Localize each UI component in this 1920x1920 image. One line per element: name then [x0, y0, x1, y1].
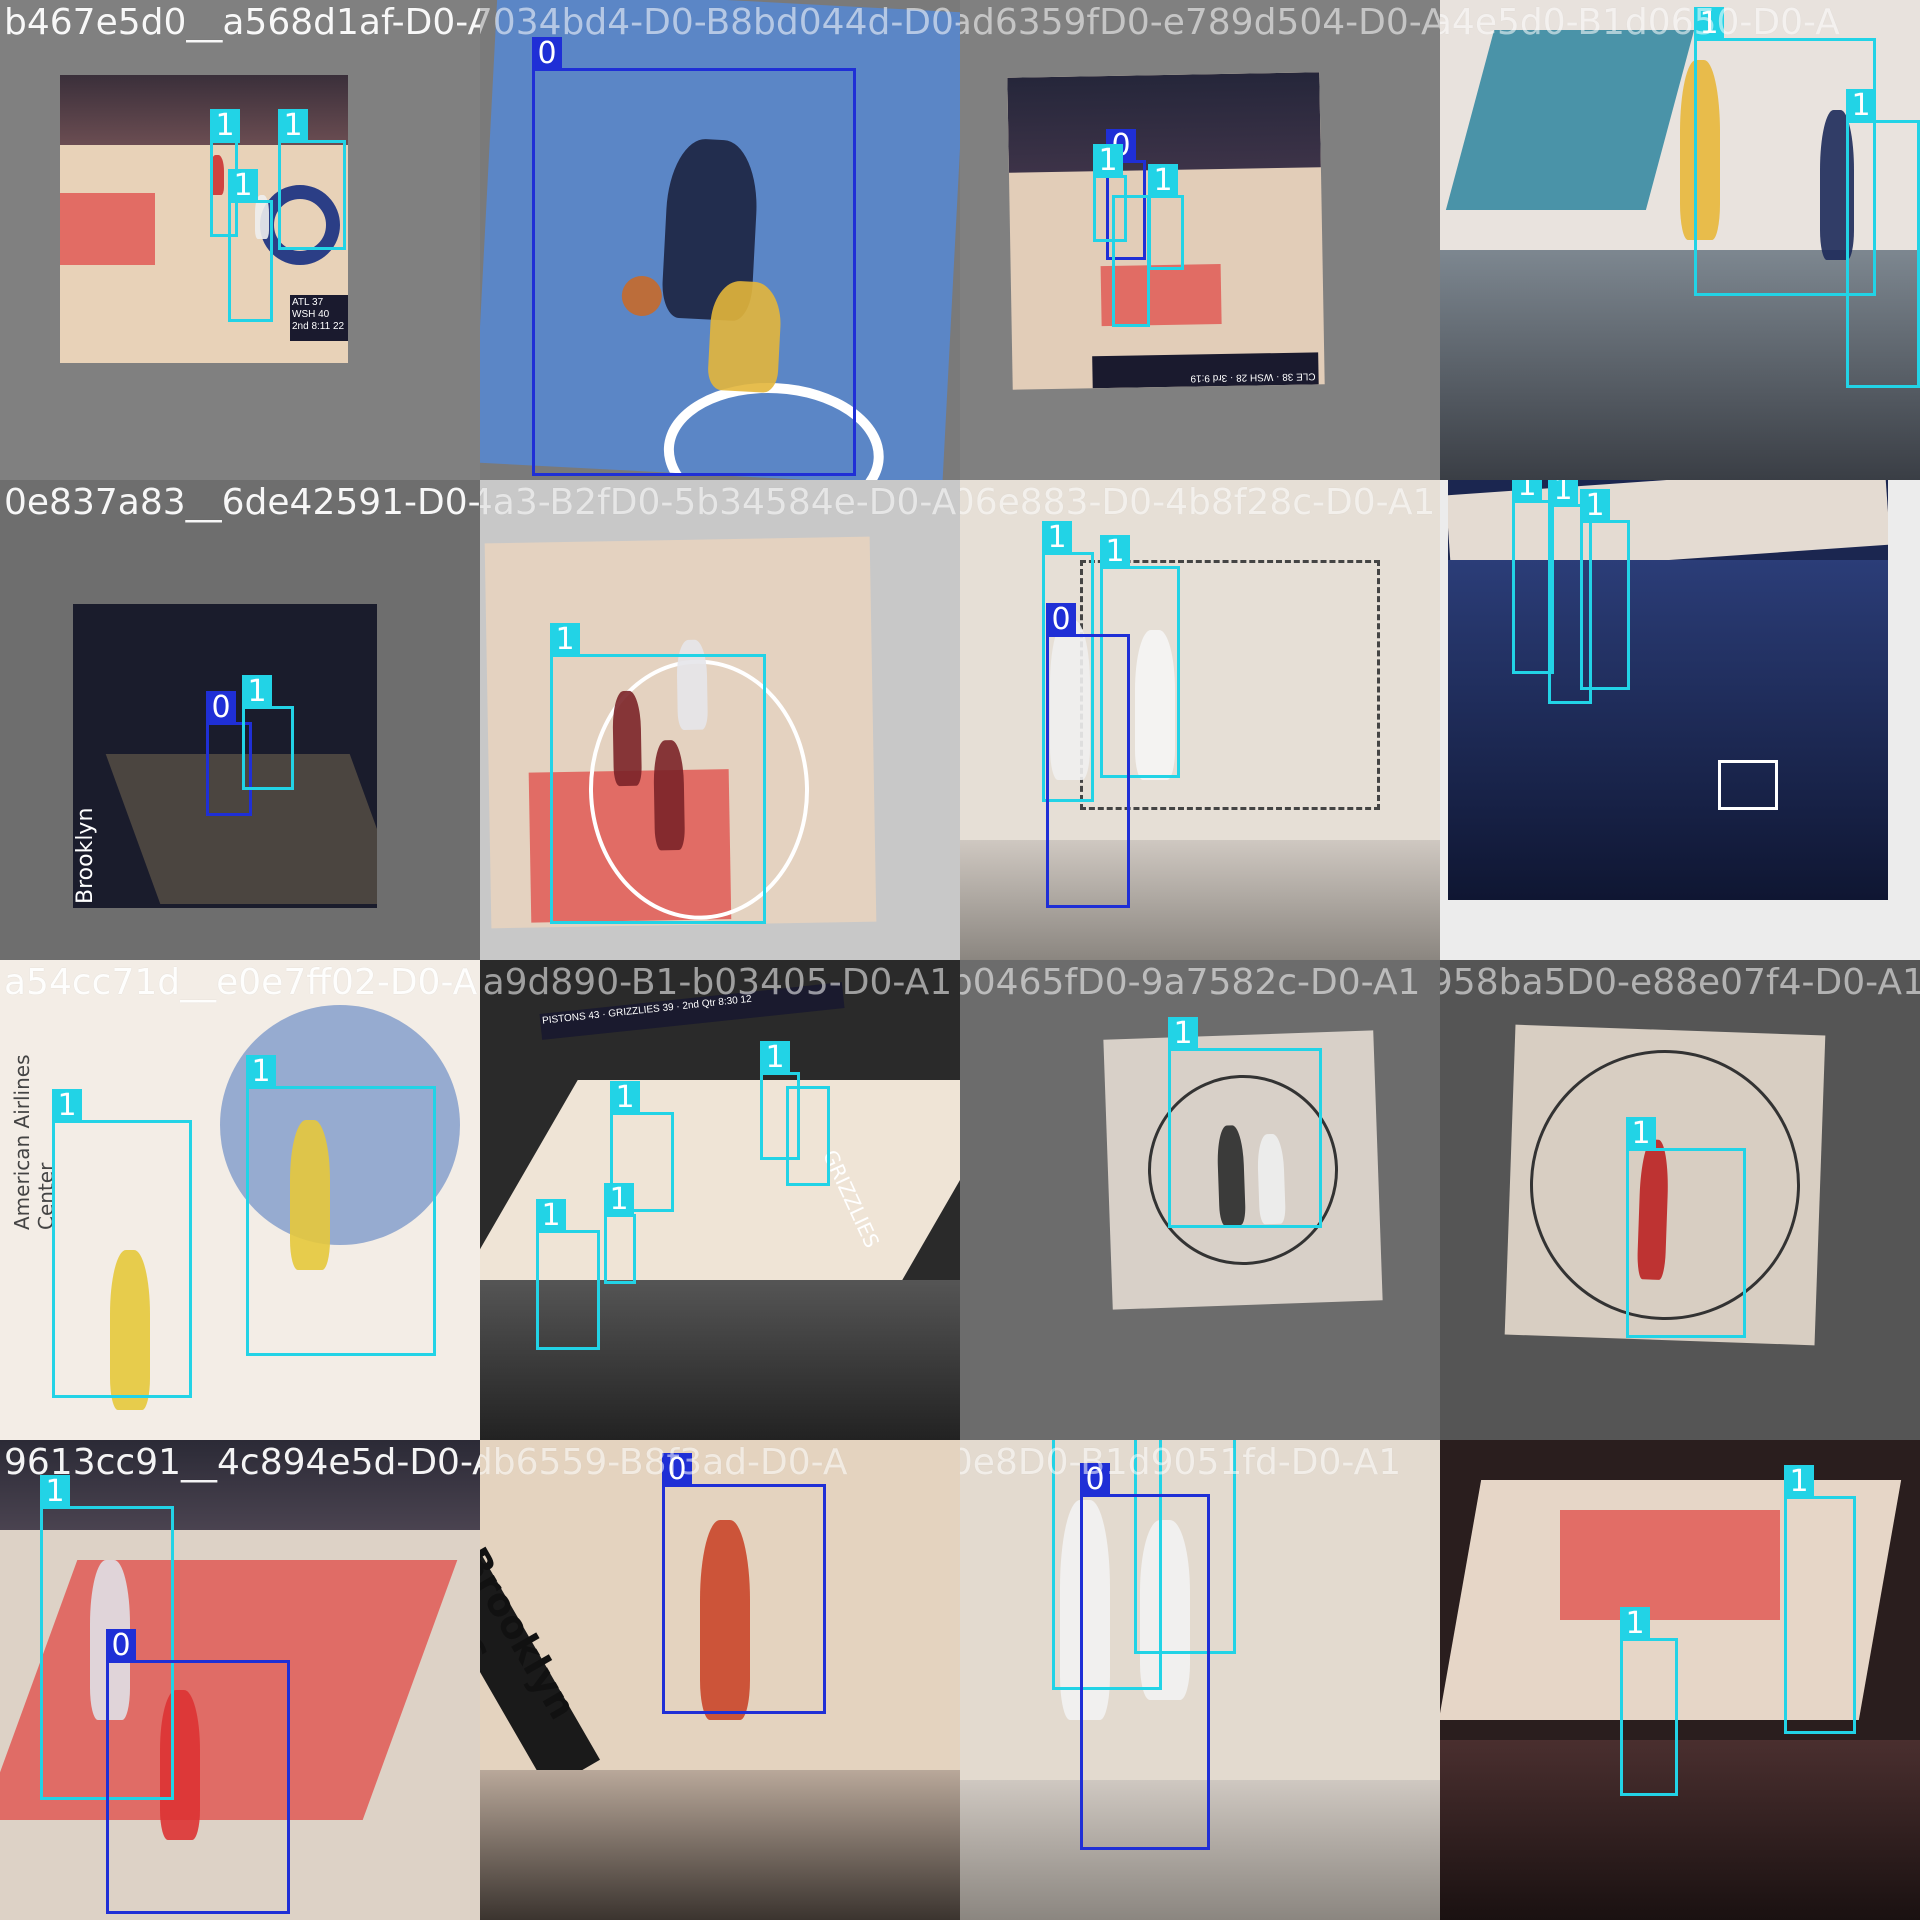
- bbox-class-1: 1: [760, 1041, 800, 1160]
- bbox-class-1: 1: [1052, 1440, 1162, 1690]
- bbox-class-1: 1: [242, 675, 294, 790]
- bbox-class-0: 0: [206, 691, 252, 816]
- bbox-class-1: 1: [610, 1081, 674, 1212]
- frame-image: Brooklyn Nets: [480, 1440, 960, 1920]
- tile-1: ATL 37 WSH 40 2nd 8:11 22 1 1 1 b467e5d0…: [0, 0, 480, 480]
- frame-image: [1440, 1440, 1920, 1920]
- frame-image: [1440, 0, 1920, 480]
- tile-14: Brooklyn Nets 0 7db6559-B8f3ad-D0-A: [480, 1440, 960, 1920]
- mavericks-logo: [220, 1005, 460, 1245]
- scoreboard: ATL 37 WSH 40 2nd 8:11 22: [290, 295, 348, 341]
- bbox-class-1: 1: [1042, 521, 1094, 802]
- frame-image: American Airlines Center: [0, 960, 480, 1440]
- bbox-class-0: 0: [1046, 603, 1130, 908]
- tile-filename: b467e5d0__a568d1af-D0-A1: [4, 2, 480, 43]
- bbox-class-0: 0: [532, 37, 856, 476]
- bbox-class-1: 1: [1093, 144, 1127, 242]
- bbox-class-0: 0: [662, 1453, 826, 1714]
- bbox-class-1: 1: [246, 1055, 436, 1356]
- tile-9: American Airlines Center 1 1 a54cc71d__e…: [0, 960, 480, 1440]
- bbox-class-1: 1: [1168, 1017, 1322, 1228]
- bbox-class-1: 1: [228, 169, 273, 322]
- frame-image: [960, 480, 1440, 960]
- tile-16: 1 1: [1440, 1440, 1920, 1920]
- bbox-class-1: 1: [52, 1089, 192, 1398]
- bbox-class-0: 0: [1080, 1463, 1210, 1850]
- tile-2: 0 47034bd4-D0-B8bd044d-D0-A: [480, 0, 960, 480]
- bbox-class-1: 1: [1548, 480, 1592, 704]
- bbox-class-1: 1: [1580, 489, 1630, 690]
- tile-8: 1 1 1: [1440, 480, 1920, 960]
- bbox-class-1: 1: [1846, 89, 1920, 388]
- tile-3: CLE 38 · WSH 28 · 3rd 9:19 0 1 1 8ad6359…: [960, 0, 1440, 480]
- bbox-class-1: 1: [278, 109, 346, 250]
- bbox-class-1: 1: [604, 1183, 636, 1284]
- frame-image: [0, 1440, 480, 1920]
- tile-11: 1 9b0465fD0-9a7582c-D0-A1: [960, 960, 1440, 1440]
- bbox-class-1: 1: [1620, 1607, 1678, 1796]
- bbox-class-1: 1: [1512, 480, 1554, 674]
- bbox-class-1: 1: [536, 1199, 600, 1350]
- tile-6: 1 94a3-B2fD0-5b34584e-D0-A1: [480, 480, 960, 960]
- bbox-class-1: 1: [1148, 164, 1184, 270]
- bbox-class-1: 1: [1100, 535, 1180, 778]
- tile-7: 1 1 0 ff06e883-D0-4b8f28c-D0-A1: [960, 480, 1440, 960]
- tile-filename: 0e837a83__6de42591-D0-A1: [4, 482, 480, 523]
- tile-15: 1 1 0 70e8D0-B1d9051fd-D0-A1: [960, 1440, 1440, 1920]
- tile-5: Brooklyn 0 1 0e837a83__6de42591-D0-A1: [0, 480, 480, 960]
- bbox-class-1: [786, 1086, 830, 1186]
- bbox-class-1: 1: [1134, 1440, 1236, 1654]
- bbox-class-1: 1: [550, 623, 766, 924]
- tile-12: 1 0958ba5D0-e88e07f4-D0-A1: [1440, 960, 1920, 1440]
- tile-filename-overlap: 94a3-B2fD0-5b34584e-D0-A1: [480, 482, 960, 523]
- tile-10: PISTONS 43 · GRIZZLIES 39 · 2nd Qtr 8:30…: [480, 960, 960, 1440]
- scoreboard: CLE 38 · WSH 28 · 3rd 9:19: [1092, 352, 1319, 389]
- bbox-class-1: 1: [1626, 1117, 1746, 1338]
- bbox-class-1: [1112, 195, 1150, 327]
- tile-4: 1 1 ba4e5d0-B1d0650-D0-A: [1440, 0, 1920, 480]
- frame-image: Brooklyn: [73, 604, 377, 908]
- tile-filename-overlap: 0958ba5D0-e88e07f4-D0-A1: [1440, 962, 1920, 1003]
- frame-image: [1448, 480, 1888, 900]
- scoreboard: PISTONS 43 · GRIZZLIES 39 · 2nd Qtr 8:30…: [539, 982, 845, 1040]
- bbox-class-1: 1: [1784, 1465, 1856, 1734]
- tile-filename-overlap: 8ad6359fD0-e789d504-D0-A1: [960, 2, 1440, 43]
- frame-image: [960, 1440, 1440, 1920]
- tile-filename-overlap: 9b0465fD0-9a7582c-D0-A1: [960, 962, 1421, 1003]
- bbox-class-1: 1: [1694, 7, 1876, 296]
- bbox-class-0: 0: [106, 1629, 290, 1914]
- tile-13: 1 0 9613cc91__4c894e5d-D0-A1: [0, 1440, 480, 1920]
